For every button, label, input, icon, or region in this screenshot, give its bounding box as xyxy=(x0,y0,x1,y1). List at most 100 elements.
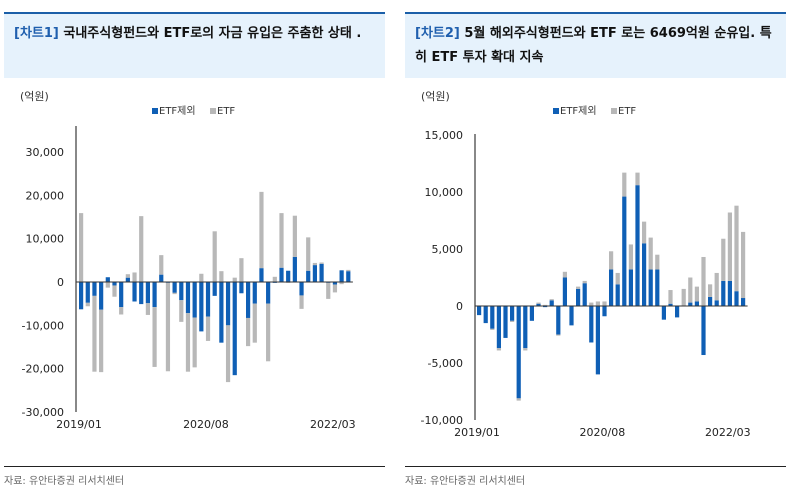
bar-etf-excluded xyxy=(125,277,130,282)
bar-etf-excluded xyxy=(199,282,204,332)
bar-etf xyxy=(306,237,311,271)
chart-2-svg: (억원) ETF제외 ETF -10,000 -5,000 0 5,000 10,000 15,… xyxy=(421,90,751,439)
bar-etf xyxy=(119,307,124,315)
bar-etf xyxy=(92,295,97,372)
bar-etf xyxy=(212,231,217,282)
chart-tag: [차트2] xyxy=(415,26,460,41)
bar-etf xyxy=(292,215,297,257)
y-tick-label: 5,000 xyxy=(432,243,464,256)
bar-etf xyxy=(741,231,746,299)
chart-title: 5월 해외주식형펀드와 ETF 로는 6469억원 순유입. 특히 ETF 투자… xyxy=(415,26,772,65)
bar-etf-excluded xyxy=(119,282,124,308)
bar-etf-excluded xyxy=(185,282,191,314)
bar-etf xyxy=(199,273,204,282)
bar-etf xyxy=(708,284,713,297)
bar-etf-excluded xyxy=(503,306,508,338)
bar-etf xyxy=(185,313,191,372)
bar-etf xyxy=(272,276,277,282)
x-tick-label: 2022/03 xyxy=(705,426,751,439)
x-tick-label: 2020/08 xyxy=(183,418,229,431)
legend-label-etf: ETF xyxy=(618,106,636,117)
bar-etf xyxy=(635,172,640,186)
bar-etf xyxy=(655,254,660,270)
bar-etf-excluded xyxy=(661,306,666,320)
bar-etf xyxy=(205,316,211,341)
bar-etf-excluded xyxy=(339,270,344,282)
y-tick-label: -5,000 xyxy=(428,357,463,370)
chart-tag: [차트1] xyxy=(14,26,59,41)
bar-etf xyxy=(319,262,324,264)
bar-etf-excluded xyxy=(721,280,726,306)
bar-etf-excluded xyxy=(205,282,211,317)
legend-label-etf-excluded: ETF제외 xyxy=(560,105,597,117)
chart-title-box-2: [차트2] 5월 해외주식형펀드와 ETF 로는 6469억원 순유입. 특히 … xyxy=(405,12,786,78)
bar-etf-excluded xyxy=(225,282,231,326)
bar-etf-excluded xyxy=(648,269,653,306)
y-tick-label: -10,000 xyxy=(22,319,64,332)
bar-etf xyxy=(576,286,581,289)
bar-etf-excluded xyxy=(99,282,104,310)
bar-etf xyxy=(112,285,117,297)
bar-etf-excluded xyxy=(536,303,541,306)
bar-etf xyxy=(556,334,561,336)
bar-etf-excluded xyxy=(622,196,627,306)
bar-etf xyxy=(332,284,338,293)
bar-etf xyxy=(145,303,150,315)
bar-etf-excluded xyxy=(628,269,633,306)
legend-label-etf: ETF xyxy=(217,106,235,117)
y-tick-label: 15,000 xyxy=(425,129,464,142)
source-note: 자료: 유안타증권 리서치센터 xyxy=(4,476,125,487)
bar-etf xyxy=(326,282,331,299)
bar-etf xyxy=(172,292,177,295)
bar-etf-excluded xyxy=(595,306,600,375)
bar-etf xyxy=(536,302,541,304)
bar-etf-excluded xyxy=(609,269,614,306)
bar-etf-excluded xyxy=(232,282,237,376)
bar-etf xyxy=(694,286,699,302)
bar-etf xyxy=(510,320,515,322)
bar-etf xyxy=(701,256,706,306)
bar-etf xyxy=(609,251,614,270)
chart-panel-1: [차트1] 국내주식형펀드와 ETF로의 자금 유입은 주춤한 상태 . (억원… xyxy=(4,12,385,490)
bar-etf-excluded xyxy=(105,277,110,282)
bar-etf-excluded xyxy=(529,306,534,321)
bar-etf xyxy=(582,280,587,284)
bar-etf-excluded xyxy=(490,306,495,329)
bar-etf-excluded xyxy=(562,277,567,306)
unit-label: (억원) xyxy=(421,90,450,103)
y-tick-label: 20,000 xyxy=(26,189,65,202)
bar-etf-excluded xyxy=(582,283,587,306)
bar-etf xyxy=(727,212,732,281)
source-note: 자료: 유안타증권 리서치센터 xyxy=(405,476,526,487)
bar-etf-excluded xyxy=(496,306,501,349)
bar-etf xyxy=(622,172,627,197)
bar-etf-excluded xyxy=(346,271,351,282)
bar-etf-excluded xyxy=(306,270,311,282)
bar-etf xyxy=(246,317,251,347)
bar-etf-excluded xyxy=(741,298,746,306)
bar-etf xyxy=(252,303,257,343)
bar-etf-excluded xyxy=(246,282,251,318)
bar-etf xyxy=(602,301,607,306)
bar-etf-excluded xyxy=(292,256,297,282)
bar-etf xyxy=(490,328,495,330)
bar-etf-excluded xyxy=(701,306,706,356)
bar-etf-excluded xyxy=(179,282,184,301)
bar-etf-excluded xyxy=(510,306,515,321)
bar-etf xyxy=(516,398,521,401)
bar-etf-excluded xyxy=(714,300,719,306)
divider xyxy=(405,466,786,467)
bar-etf xyxy=(648,237,653,270)
bar-etf xyxy=(312,262,317,266)
bar-etf-excluded xyxy=(266,282,271,304)
chart-1-svg: (억원) ETF제외 ETF -30,000 -20,000 -10,000 0 10,000… xyxy=(20,90,356,431)
bar-etf xyxy=(152,307,157,367)
bar-etf-excluded xyxy=(734,291,739,306)
bar-etf-excluded xyxy=(132,282,137,302)
bar-etf xyxy=(99,309,104,373)
bar-etf-excluded xyxy=(312,265,317,282)
bar-etf-excluded xyxy=(239,282,244,294)
bar-etf xyxy=(159,255,164,275)
bar-etf xyxy=(721,238,726,281)
bar-etf xyxy=(266,303,271,362)
